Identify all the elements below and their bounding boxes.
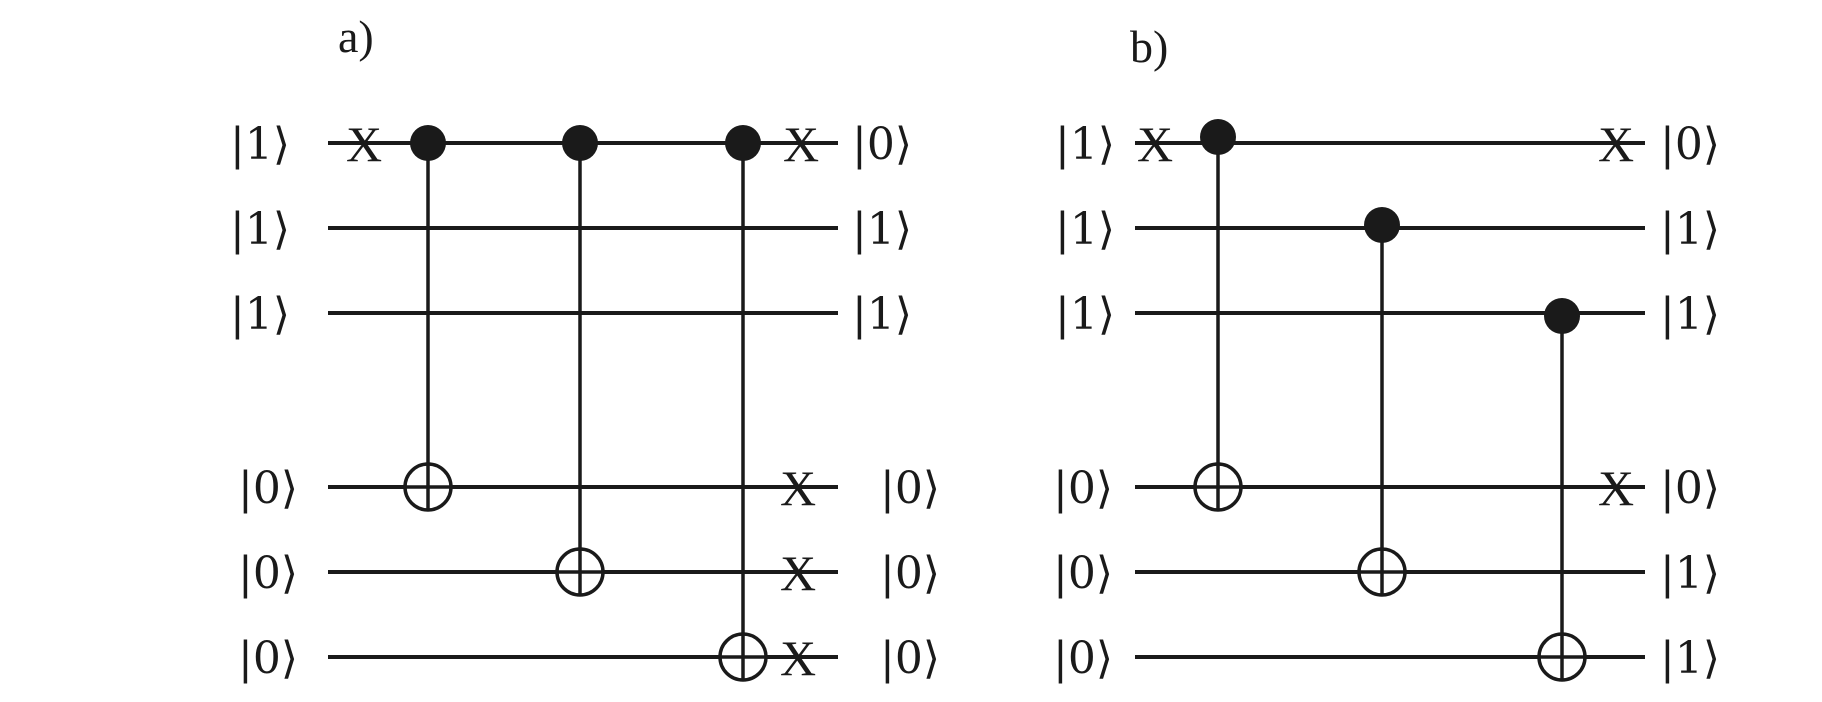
panel-b-cnot-2 (1357, 207, 1407, 597)
panel-a-output-4: |0⟩ (880, 463, 940, 514)
panel-a: a) |1⟩ |1⟩ |1⟩ |0⟩ |0⟩ |0⟩ |0⟩ |1⟩ |1⟩ |… (230, 11, 940, 686)
panel-b-input-6: |0⟩ (1053, 633, 1113, 684)
panel-a-cnot-2-control (562, 125, 598, 161)
panel-a-cnot-1 (403, 125, 453, 512)
panel-a-x-gate: X (780, 460, 816, 516)
panel-b-x-gate: X (1598, 116, 1634, 172)
panel-a-cnot-2 (555, 125, 605, 597)
panel-a-output-3: |1⟩ (852, 289, 912, 340)
panel-a-cnot-3 (718, 125, 768, 682)
panel-b-output-2: |1⟩ (1660, 204, 1720, 255)
panel-b-cnot-3-control (1544, 298, 1580, 334)
panel-a-input-3: |1⟩ (230, 289, 290, 340)
panel-a-cnot-3-control (725, 125, 761, 161)
panel-a-cnot-1-control (410, 125, 446, 161)
panel-b-input-5: |0⟩ (1053, 548, 1113, 599)
panel-a-input-1: |1⟩ (230, 119, 290, 170)
panel-a-output-6: |0⟩ (880, 633, 940, 684)
panel-b-x-gate: X (1598, 460, 1634, 516)
panel-a-label: a) (338, 11, 374, 62)
panel-b-output-3: |1⟩ (1660, 289, 1720, 340)
panel-b-input-4: |0⟩ (1053, 463, 1113, 514)
panel-b-output-6: |1⟩ (1660, 633, 1720, 684)
panel-a-input-5: |0⟩ (238, 548, 298, 599)
panel-a-input-2: |1⟩ (230, 204, 290, 255)
panel-a-x-gate: X (346, 116, 382, 172)
panel-b-cnot-3 (1537, 298, 1587, 682)
panel-b-cnot-1-control (1200, 119, 1236, 155)
panel-b: b) |1⟩ |1⟩ |1⟩ |0⟩ |0⟩ |0⟩ |0⟩ |1⟩ |1⟩ |… (1053, 21, 1720, 684)
panel-b-input-3: |1⟩ (1055, 289, 1115, 340)
panel-b-cnot-1 (1193, 119, 1243, 512)
panel-b-input-2: |1⟩ (1055, 204, 1115, 255)
panel-a-input-4: |0⟩ (238, 463, 298, 514)
panel-b-input-1: |1⟩ (1055, 119, 1115, 170)
panel-b-label: b) (1130, 21, 1168, 72)
panel-b-output-5: |1⟩ (1660, 548, 1720, 599)
panel-b-output-4: |0⟩ (1660, 463, 1720, 514)
panel-a-input-6: |0⟩ (238, 633, 298, 684)
panel-a-output-5: |0⟩ (880, 548, 940, 599)
panel-a-output-1: |0⟩ (852, 119, 912, 170)
panel-a-x-gate: X (783, 116, 819, 172)
panel-a-x-gate: X (780, 630, 816, 686)
panel-a-x-gate: X (780, 545, 816, 601)
panel-b-output-1: |0⟩ (1660, 119, 1720, 170)
panel-a-output-2: |1⟩ (852, 204, 912, 255)
panel-b-x-gate: X (1137, 116, 1173, 172)
panel-b-cnot-2-control (1364, 207, 1400, 243)
